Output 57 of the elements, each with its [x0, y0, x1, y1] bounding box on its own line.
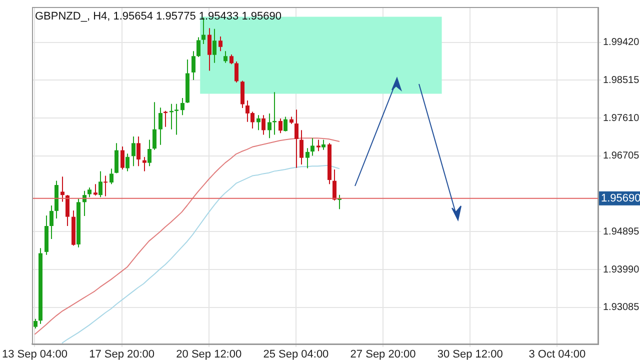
candlestick: [306, 148, 310, 169]
y-tick-label: 1.96705: [603, 150, 640, 162]
x-tick-label: 25 Sep 04:00: [263, 348, 329, 360]
y-tick-label: 1.97610: [603, 112, 640, 124]
candlestick: [114, 142, 118, 174]
candlestick: [234, 61, 238, 83]
x-tick-label: 30 Sep 12:00: [437, 348, 503, 360]
ref-line-label: 1.95690: [601, 192, 640, 204]
candlestick: [240, 80, 244, 109]
candlestick: [262, 114, 266, 136]
x-tick-label: 13 Sep 04:00: [2, 348, 68, 360]
x-tick-label: 27 Sep 20:00: [350, 348, 416, 360]
candlestick: [316, 139, 320, 152]
candlestick: [294, 109, 298, 168]
y-tick-label: 1.93085: [603, 302, 640, 314]
candlestick: [132, 136, 136, 167]
candlestick: [110, 168, 114, 185]
candlestick: [284, 116, 288, 132]
candlestick: [332, 169, 336, 201]
candlestick: [268, 112, 272, 139]
y-tick-label: 1.93990: [603, 264, 640, 276]
candlestick: [104, 175, 108, 197]
chart-title: GBPNZD_, H4, 1.95654 1.95775 1.95433 1.95690: [35, 10, 282, 23]
candlestick: [158, 107, 162, 146]
candlestick: [310, 138, 314, 156]
y-tick-label: 1.94895: [603, 226, 640, 238]
candlestick: [148, 139, 152, 167]
candlestick: [322, 139, 326, 150]
candlestick: [256, 114, 260, 131]
candlestick: [230, 54, 234, 65]
candlestick: [196, 36, 200, 58]
candlestick: [142, 156, 146, 172]
candlestick: [136, 136, 140, 167]
candlestick: [174, 103, 178, 136]
candlestick: [60, 176, 64, 202]
x-tick-label: 3 Oct 04:00: [528, 348, 586, 360]
candlestick: [218, 36, 222, 52]
candlestick: [224, 50, 228, 64]
candlestick: [88, 187, 92, 198]
candlestick: [152, 102, 156, 150]
candlestick: [180, 97, 184, 116]
candlestick: [300, 130, 304, 165]
candlestick: [120, 146, 124, 170]
candlestick: [94, 184, 98, 196]
x-tick-label: 20 Sep 12:00: [176, 348, 242, 360]
y-tick-label: 1.98515: [603, 74, 640, 86]
candlestick: [50, 205, 54, 240]
candlestick: [278, 118, 282, 134]
candlestick: [126, 153, 130, 172]
candlestick: [192, 50, 196, 80]
candlestick: [66, 194, 70, 227]
candlestick: [98, 170, 102, 198]
x-tick-label: 17 Sep 20:00: [89, 348, 155, 360]
candlestick: [34, 318, 38, 330]
y-tick-label: 1.99420: [603, 37, 640, 48]
candlestick: [212, 28, 216, 64]
candlestick: [208, 28, 212, 72]
